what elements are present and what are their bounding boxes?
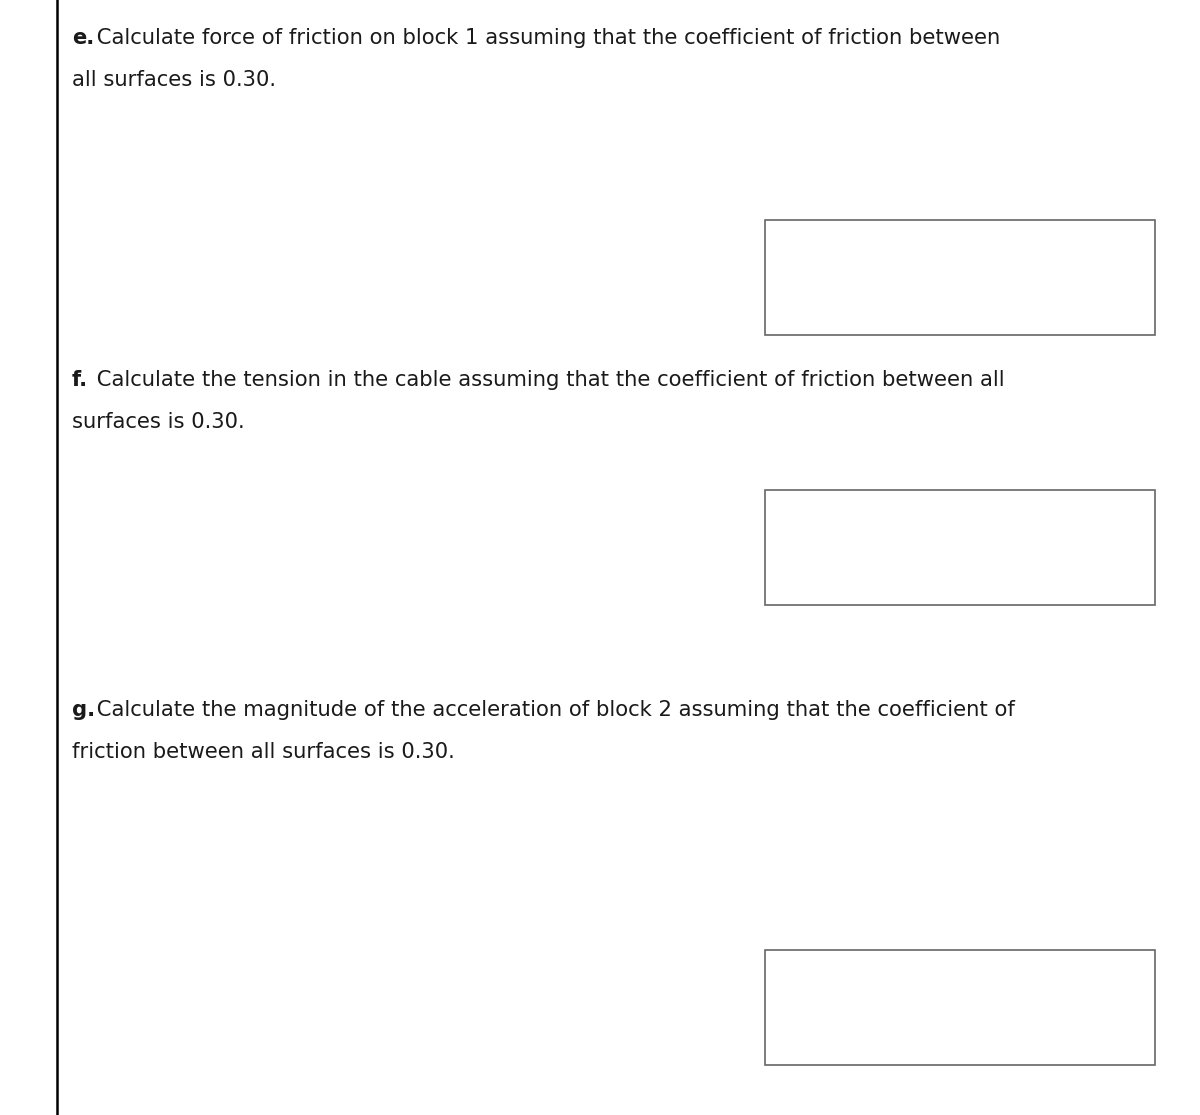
Text: Calculate force of friction on block 1 assuming that the coefficient of friction: Calculate force of friction on block 1 a… [90,28,1001,48]
Text: g.: g. [72,700,95,720]
Text: friction between all surfaces is 0.30.: friction between all surfaces is 0.30. [72,741,455,762]
Text: surfaces is 0.30.: surfaces is 0.30. [72,413,245,432]
Text: Calculate the tension in the cable assuming that the coefficient of friction bet: Calculate the tension in the cable assum… [90,370,1004,390]
Bar [766,220,1154,334]
Text: e.: e. [72,28,95,48]
Text: Calculate the magnitude of the acceleration of block 2 assuming that the coeffic: Calculate the magnitude of the accelerat… [90,700,1015,720]
Bar [766,489,1154,605]
Bar [766,950,1154,1065]
Text: all surfaces is 0.30.: all surfaces is 0.30. [72,70,276,90]
Text: f.: f. [72,370,88,390]
